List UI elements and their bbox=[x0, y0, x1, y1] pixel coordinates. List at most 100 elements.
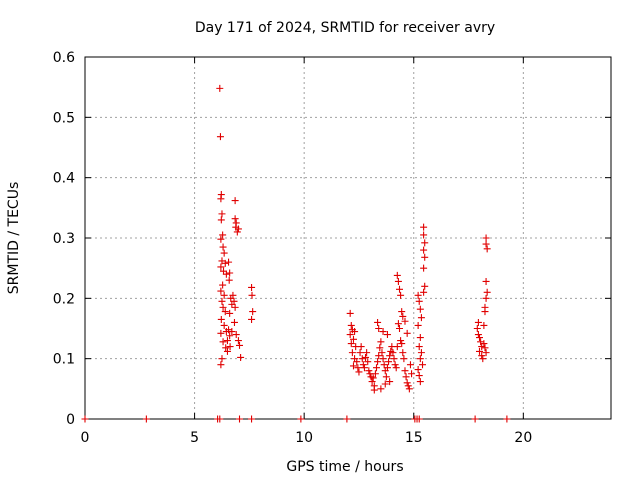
data-point bbox=[226, 343, 234, 351]
data-point bbox=[217, 329, 225, 337]
data-point bbox=[408, 370, 416, 378]
data-point bbox=[377, 338, 385, 346]
data-point bbox=[404, 382, 412, 390]
data-point bbox=[383, 364, 391, 372]
data-point bbox=[482, 240, 490, 248]
data-point bbox=[397, 291, 405, 299]
data-point bbox=[420, 231, 428, 239]
data-point bbox=[483, 245, 491, 253]
data-point bbox=[230, 318, 238, 326]
data-point bbox=[219, 281, 227, 289]
data-point bbox=[478, 352, 486, 360]
points-layer bbox=[81, 84, 511, 423]
data-point bbox=[379, 328, 387, 336]
data-point bbox=[231, 215, 239, 223]
data-point bbox=[421, 282, 429, 290]
data-point bbox=[403, 329, 411, 337]
data-point bbox=[216, 415, 224, 423]
data-point bbox=[231, 197, 239, 205]
x-tick-label: 10 bbox=[295, 430, 313, 446]
data-point bbox=[229, 291, 237, 299]
data-point bbox=[401, 317, 409, 325]
data-point bbox=[415, 343, 423, 351]
data-point bbox=[503, 415, 511, 423]
data-point bbox=[401, 367, 409, 375]
data-point bbox=[370, 386, 378, 394]
data-point bbox=[398, 340, 406, 348]
data-point bbox=[369, 374, 377, 382]
data-point bbox=[399, 349, 407, 357]
data-point bbox=[248, 291, 256, 299]
data-point bbox=[357, 343, 365, 351]
grid-layer bbox=[85, 57, 611, 419]
data-point bbox=[359, 361, 367, 369]
data-point bbox=[349, 362, 357, 370]
data-point bbox=[471, 415, 479, 423]
data-point bbox=[393, 271, 401, 279]
x-tick-label: 20 bbox=[514, 430, 532, 446]
data-point bbox=[365, 367, 373, 375]
data-point bbox=[402, 373, 410, 381]
data-point bbox=[219, 243, 227, 251]
y-tick-label: 0.1 bbox=[53, 352, 75, 368]
data-point bbox=[218, 297, 226, 305]
data-point bbox=[216, 84, 224, 92]
data-point bbox=[396, 325, 404, 332]
data-point bbox=[374, 358, 382, 366]
data-point bbox=[481, 344, 489, 352]
data-point bbox=[343, 415, 351, 423]
data-point bbox=[226, 309, 234, 317]
data-point bbox=[217, 216, 225, 224]
chart-title: Day 171 of 2024, SRMTID for receiver avr… bbox=[195, 20, 495, 36]
data-point bbox=[81, 415, 89, 423]
data-point bbox=[231, 303, 239, 311]
data-point bbox=[393, 343, 401, 351]
data-point bbox=[482, 294, 490, 302]
data-point bbox=[474, 331, 482, 339]
data-point bbox=[226, 269, 234, 277]
data-point bbox=[355, 368, 363, 376]
data-point bbox=[420, 246, 428, 254]
data-point bbox=[374, 318, 382, 326]
data-point bbox=[232, 331, 240, 339]
x-tick-label: 15 bbox=[405, 430, 423, 446]
data-point bbox=[236, 341, 244, 349]
data-point bbox=[420, 223, 428, 231]
data-point bbox=[237, 353, 245, 361]
y-axis-label: SRMTID / TECUs bbox=[6, 182, 22, 295]
data-point bbox=[380, 361, 388, 369]
data-point bbox=[420, 264, 428, 272]
data-point bbox=[217, 235, 225, 243]
data-point bbox=[223, 337, 231, 345]
data-point bbox=[351, 328, 359, 336]
data-point bbox=[406, 361, 414, 369]
x-axis-label: GPS time / hours bbox=[286, 459, 403, 475]
data-point bbox=[358, 355, 366, 363]
data-point bbox=[220, 321, 228, 329]
data-point bbox=[217, 315, 225, 323]
data-point bbox=[218, 210, 226, 218]
data-point bbox=[221, 259, 229, 267]
data-point bbox=[223, 347, 231, 355]
data-point bbox=[390, 355, 398, 363]
data-point bbox=[297, 415, 305, 423]
data-point bbox=[476, 334, 483, 342]
data-point bbox=[364, 358, 372, 366]
data-point bbox=[228, 328, 236, 336]
data-point bbox=[414, 366, 422, 374]
data-point bbox=[399, 312, 407, 320]
data-point bbox=[386, 352, 394, 360]
data-point bbox=[222, 344, 230, 352]
data-point bbox=[398, 308, 406, 316]
data-point bbox=[396, 285, 404, 293]
data-point bbox=[481, 308, 489, 316]
data-point bbox=[234, 337, 242, 345]
data-point bbox=[419, 361, 427, 369]
data-point bbox=[356, 349, 364, 357]
data-point bbox=[480, 340, 488, 348]
data-point bbox=[216, 133, 224, 141]
data-point bbox=[354, 364, 362, 372]
data-point bbox=[483, 288, 491, 296]
data-point bbox=[375, 352, 383, 360]
data-point bbox=[142, 415, 150, 423]
